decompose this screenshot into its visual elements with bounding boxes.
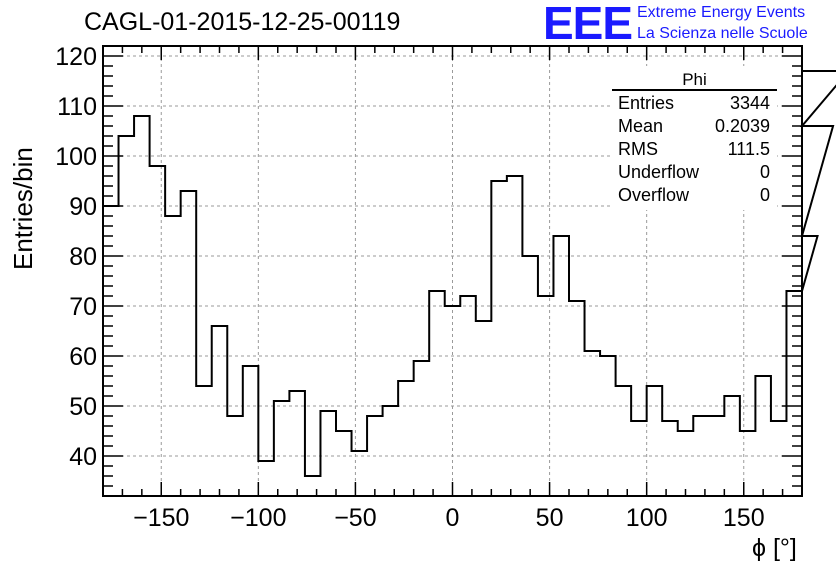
stats-key: Overflow <box>618 185 690 205</box>
x-tick-label: 100 <box>626 504 668 532</box>
y-tick-label: 50 <box>69 393 97 421</box>
y-tick-label: 40 <box>69 443 97 471</box>
histogram-line <box>103 70 836 477</box>
x-tick-label: −50 <box>334 504 376 532</box>
y-axis: 40 50 60 70 80 90 100 110 120 <box>55 43 802 487</box>
y-tick-label: 80 <box>69 243 97 271</box>
x-tick-label: −100 <box>230 504 286 532</box>
stats-box-divider <box>612 89 777 91</box>
chart-title: CAGL-01-2015-12-25-00119 <box>84 8 401 36</box>
stats-row-mean: Mean 0.2039 <box>618 116 770 138</box>
x-tick-label: 50 <box>536 504 564 532</box>
x-axis: −150 −100 −50 0 50 100 150 <box>102 46 803 532</box>
y-axis-label: Entries/bin <box>8 147 38 270</box>
stats-value: 3344 <box>729 93 770 113</box>
stats-row-entries: Entries 3344 <box>618 93 770 115</box>
stats-key: Entries <box>618 93 675 113</box>
x-tick-label: 150 <box>723 504 765 532</box>
stats-value: 0 <box>759 185 770 205</box>
stats-value: 111.5 <box>727 139 770 159</box>
stats-key: RMS <box>618 139 658 159</box>
stats-row-rms: RMS 111.5 <box>618 139 770 161</box>
y-axis-label-wrap: Entries/bin <box>8 147 38 270</box>
stats-box-title: Phi <box>682 70 707 89</box>
logo-text-line1: Extreme Energy Events <box>637 4 806 21</box>
stats-value: 0 <box>759 162 770 182</box>
stats-key: Mean <box>618 116 664 136</box>
x-tick-label: 0 <box>446 504 460 532</box>
y-tick-label: 120 <box>55 43 97 71</box>
y-tick-label: 100 <box>55 143 97 171</box>
histogram-series <box>103 70 836 477</box>
x-tick-label: −150 <box>133 504 189 532</box>
logo-text-line2: La Scienza nelle Scuole <box>637 25 808 42</box>
stats-box: Phi Entries 3344 Mean 0.2039 RMS 111.5 U… <box>612 66 777 210</box>
stats-row-overflow: Overflow 0 <box>618 185 770 207</box>
y-tick-label: 70 <box>69 293 97 321</box>
y-tick-label: 90 <box>69 193 97 221</box>
stats-key: Underflow <box>618 162 700 182</box>
x-axis-label: ϕ [°] <box>752 534 797 562</box>
y-tick-label: 60 <box>69 343 97 371</box>
y-tick-label: 110 <box>57 93 97 121</box>
stats-row-underflow: Underflow 0 <box>618 162 770 184</box>
eee-logo: EEE <box>543 0 633 49</box>
stats-value: 0.2039 <box>714 116 770 136</box>
